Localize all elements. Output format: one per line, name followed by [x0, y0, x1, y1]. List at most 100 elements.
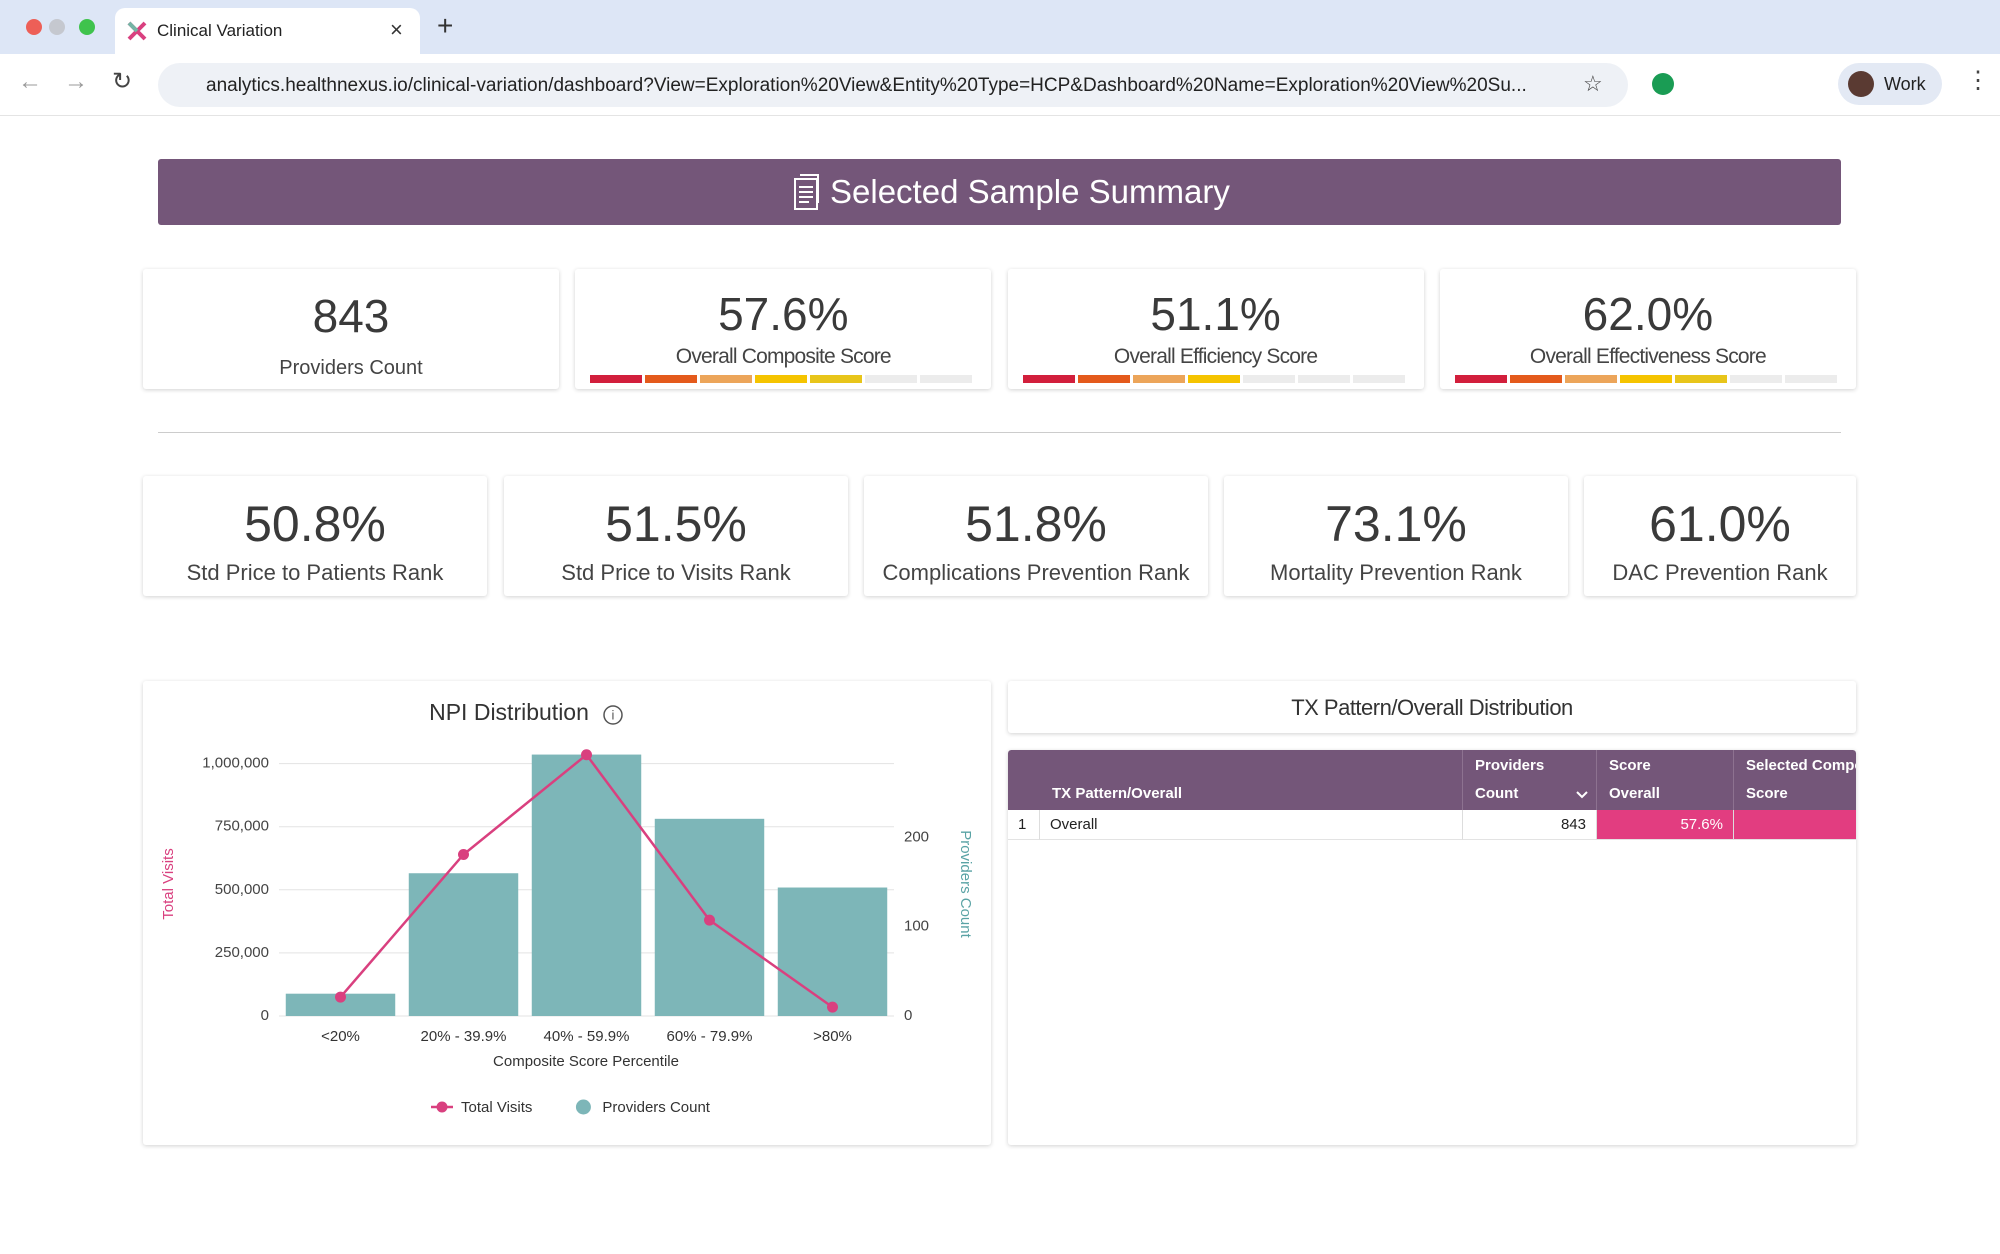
card-label: Providers Count	[143, 357, 559, 380]
favicon	[127, 21, 147, 41]
table-card: TX Pattern/OverallProviders CountComposi…	[1008, 750, 1856, 1145]
forward-button[interactable]: →	[64, 68, 88, 96]
line-point	[458, 849, 469, 860]
chart: NPI Distributioni0250,000500,000750,0001…	[143, 681, 991, 1145]
gauge-segment	[1298, 375, 1350, 383]
banner-title: Selected Sample Summary	[830, 173, 1230, 211]
legend-label: Providers Count	[602, 1099, 710, 1116]
card-label: DAC Prevention Rank	[1584, 560, 1856, 586]
card-value: 51.5%	[504, 495, 848, 553]
back-button[interactable]: ←	[18, 68, 42, 96]
legend-label: Total Visits	[461, 1099, 532, 1116]
close-window[interactable]	[26, 19, 42, 35]
summary-card: 57.6%Overall Composite Score	[575, 269, 991, 389]
gauge-segment	[1133, 375, 1185, 383]
column-header: TX Pattern/Overall	[1040, 750, 1463, 810]
address-bar[interactable]: analytics.healthnexus.io/clinical-variat…	[158, 63, 1628, 107]
bar	[532, 755, 641, 1016]
gauge-segment	[755, 375, 807, 383]
minimize-window[interactable]	[49, 19, 65, 35]
column-header: Composite Score Overall	[1597, 750, 1734, 810]
table-title: TX Pattern/Overall Distribution	[1008, 695, 1856, 721]
y-tick-label: 1,000,000	[202, 755, 269, 772]
card-value: 61.0%	[1584, 495, 1856, 553]
summary-card: 843Providers Count	[143, 269, 559, 389]
bookmark-star[interactable]: ☆	[1583, 71, 1603, 97]
x-tick-label: 60% - 79.9%	[667, 1028, 753, 1045]
legend-marker	[437, 1102, 448, 1113]
card-value: 50.8%	[143, 495, 487, 553]
banner: Selected Sample Summary	[158, 159, 1841, 225]
y2-tick-label: 0	[904, 1007, 912, 1024]
score-gauge	[590, 375, 975, 383]
line-point	[827, 1002, 838, 1013]
gauge-segment	[1565, 375, 1617, 383]
new-tab[interactable]: +	[437, 10, 453, 42]
card-value: 51.1%	[1008, 287, 1424, 341]
gauge-segment	[865, 375, 917, 383]
gauge-segment	[590, 375, 642, 383]
rank-card: 51.5% Std Price to Visits Rank	[504, 476, 848, 596]
gauge-segment	[700, 375, 752, 383]
table-cell: 1	[1008, 810, 1040, 840]
menu-button[interactable]: ⋮	[1966, 66, 1990, 95]
gauge-segment	[1510, 375, 1562, 383]
y2-tick-label: 200	[904, 829, 929, 846]
table-cell: Overall	[1040, 810, 1463, 840]
gauge-segment	[1620, 375, 1672, 383]
gauge-segment	[1243, 375, 1295, 383]
sort-chevron[interactable]	[1575, 790, 1589, 800]
toolbar: ← → ↻ analytics.healthnexus.io/clinical-…	[0, 54, 2000, 116]
column-header: Selected Composite Score	[1734, 750, 1856, 810]
gauge-segment	[1730, 375, 1782, 383]
x-tick-label: >80%	[813, 1028, 852, 1045]
card-value: 62.0%	[1440, 287, 1856, 341]
score-gauge	[1455, 375, 1840, 383]
gauge-segment	[810, 375, 862, 383]
divider	[158, 432, 1841, 433]
gauge-segment	[645, 375, 697, 383]
legend-marker	[576, 1100, 591, 1115]
x-axis-label: Composite Score Percentile	[493, 1053, 679, 1070]
chart-title: NPI Distribution	[429, 699, 589, 725]
tab-title: Clinical Variation	[157, 21, 282, 41]
extension-icon[interactable]	[1652, 73, 1674, 95]
line-point	[335, 992, 346, 1003]
gauge-segment	[1188, 375, 1240, 383]
y-tick-label: 250,000	[215, 944, 269, 961]
y-tick-label: 0	[261, 1007, 269, 1024]
y-axis-label: Total Visits	[160, 848, 177, 919]
chart-card: NPI Distributioni0250,000500,000750,0001…	[143, 681, 991, 1145]
y2-tick-label: 100	[904, 918, 929, 935]
gauge-segment	[1078, 375, 1130, 383]
card-label: Overall Efficiency Score	[1008, 345, 1424, 369]
rank-card: 61.0% DAC Prevention Rank	[1584, 476, 1856, 596]
close-tab[interactable]: ×	[390, 17, 403, 43]
tab[interactable]: Clinical Variation ×	[115, 8, 420, 54]
summary-card: 51.1% Overall Efficiency Score	[1008, 269, 1424, 389]
x-tick-label: <20%	[321, 1028, 360, 1045]
table-title-card: TX Pattern/Overall Distribution	[1008, 681, 1856, 733]
gauge-segment	[1785, 375, 1837, 383]
card-value: 57.6%	[575, 287, 991, 341]
profile-button[interactable]: Work	[1838, 63, 1942, 105]
summary-card: 62.0% Overall Effectiveness Score	[1440, 269, 1856, 389]
line-point	[581, 749, 592, 760]
info-i: i	[612, 707, 615, 722]
card-label: Overall Effectiveness Score	[1440, 345, 1856, 369]
card-value: 51.8%	[864, 495, 1208, 553]
table-cell: 57.6%	[1597, 810, 1734, 840]
reload-button[interactable]: ↻	[112, 67, 132, 96]
card-label: Std Price to Patients Rank	[143, 560, 487, 586]
score-gauge	[1023, 375, 1408, 383]
url: analytics.healthnexus.io/clinical-variat…	[206, 75, 1527, 97]
gauge-segment	[1023, 375, 1075, 383]
x-tick-label: 20% - 39.9%	[421, 1028, 507, 1045]
bar	[778, 888, 887, 1016]
maximize-window[interactable]	[79, 19, 95, 35]
x-tick-label: 40% - 59.9%	[544, 1028, 630, 1045]
card-label: Std Price to Visits Rank	[504, 560, 848, 586]
gauge-segment	[1455, 375, 1507, 383]
tab-strip: Clinical Variation × +	[0, 0, 2000, 54]
